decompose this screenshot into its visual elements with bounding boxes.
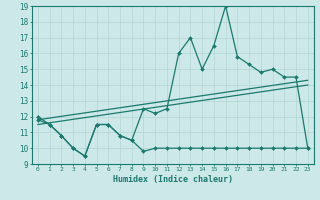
X-axis label: Humidex (Indice chaleur): Humidex (Indice chaleur) — [113, 175, 233, 184]
